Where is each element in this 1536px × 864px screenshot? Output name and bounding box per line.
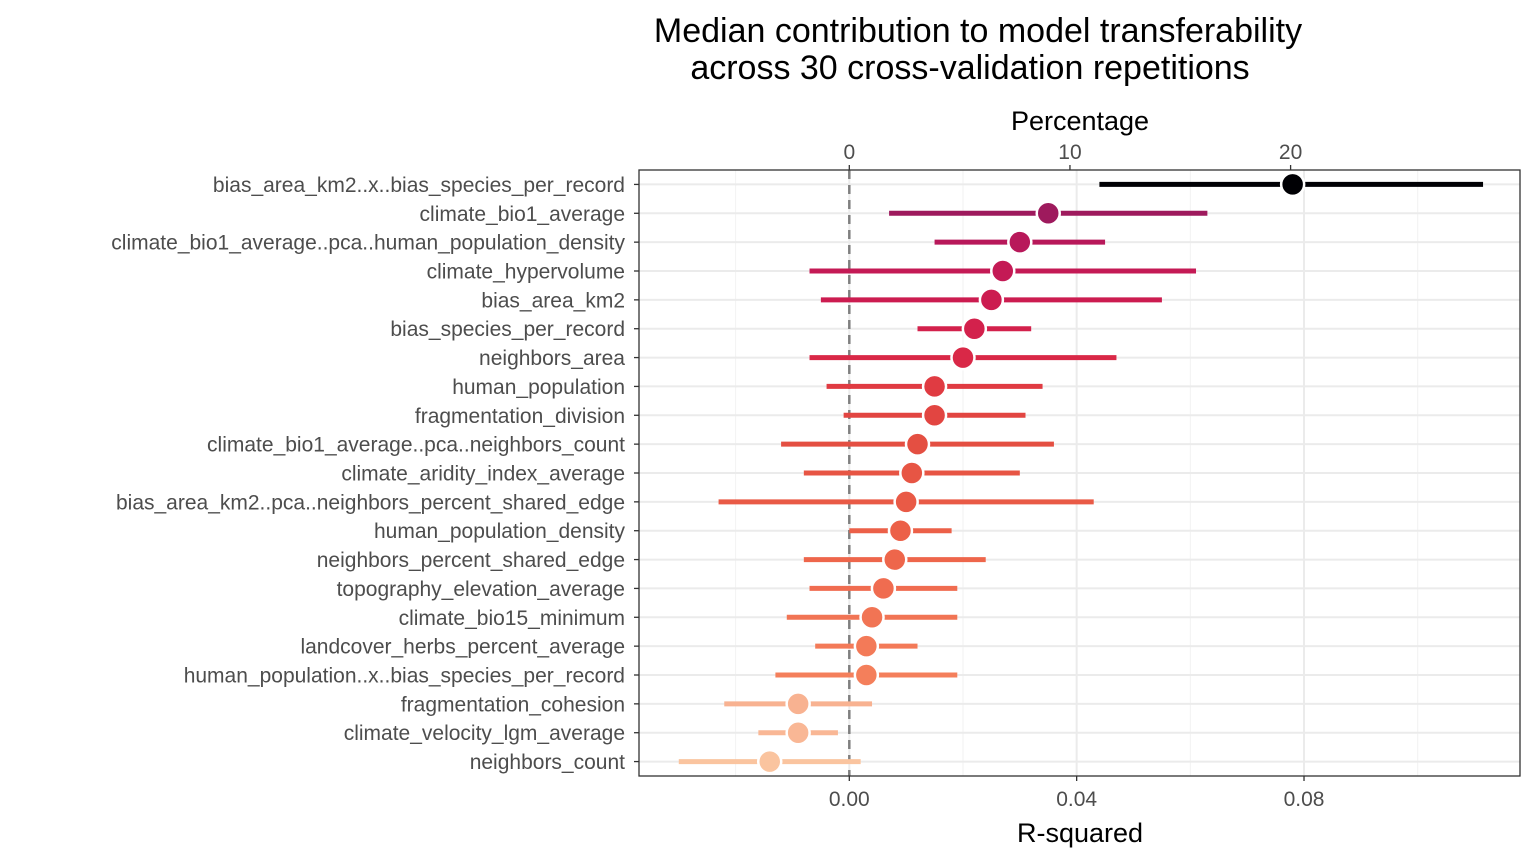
axes: bias_area_km2..x..bias_species_per_recor… [111, 141, 1324, 811]
y-tick-label-6: neighbors_area [479, 347, 625, 370]
median-point-7 [921, 373, 948, 400]
median-point-14 [870, 575, 897, 602]
y-tick-label-16: landcover_herbs_percent_average [300, 636, 625, 659]
median-point-6 [950, 344, 976, 371]
median-point-4 [978, 287, 1005, 313]
data-marks [678, 171, 1484, 775]
y-tick-label-10: climate_aridity_index_average [341, 463, 625, 486]
median-point-15 [859, 604, 885, 631]
x2-tick-label-1: 10 [1058, 141, 1081, 164]
chart-title-line-2: across 30 cross-validation repetitions [690, 49, 1249, 87]
y-tick-label-19: climate_velocity_lgm_average [344, 722, 625, 745]
x2-tick-label-2: 20 [1279, 141, 1302, 164]
median-point-19 [785, 719, 811, 746]
median-point-3 [990, 258, 1016, 284]
median-point-2 [1007, 229, 1033, 255]
median-point-12 [887, 517, 914, 544]
chart-title-line-1: Median contribution to model transferabi… [654, 12, 1302, 50]
median-point-18 [785, 691, 811, 717]
median-point-13 [882, 546, 908, 573]
y-tick-label-1: climate_bio1_average [420, 203, 625, 226]
y-tick-label-12: human_population_density [374, 520, 626, 543]
median-point-20 [756, 748, 783, 775]
y-tick-label-14: topography_elevation_average [337, 578, 625, 601]
y-tick-label-8: fragmentation_division [415, 405, 625, 428]
y-tick-label-17: human_population..x..bias_species_per_re… [184, 665, 625, 688]
median-point-8 [921, 402, 948, 429]
median-point-10 [899, 460, 925, 486]
median-point-0 [1279, 171, 1306, 198]
y-tick-label-18: fragmentation_cohesion [401, 693, 625, 716]
median-point-5 [961, 315, 988, 342]
median-point-1 [1035, 200, 1061, 227]
y-tick-label-2: climate_bio1_average..pca..human_populat… [111, 232, 625, 255]
median-point-16 [853, 633, 880, 659]
y-tick-label-11: bias_area_km2..pca..neighbors_percent_sh… [116, 491, 625, 514]
x-tick-label-0: 0.00 [829, 788, 870, 811]
y-tick-label-3: climate_hypervolume [427, 261, 625, 284]
x-axis-title: R-squared [1017, 818, 1143, 848]
median-point-17 [853, 662, 880, 688]
grid [639, 170, 1520, 776]
y-tick-label-7: human_population [452, 376, 625, 399]
y-tick-label-20: neighbors_count [470, 751, 625, 774]
y-tick-label-0: bias_area_km2..x..bias_species_per_recor… [213, 174, 625, 197]
y-tick-label-15: climate_bio15_minimum [399, 607, 625, 630]
y-tick-label-13: neighbors_percent_shared_edge [317, 549, 625, 572]
x2-tick-label-0: 0 [843, 141, 855, 164]
median-point-11 [893, 489, 919, 515]
x2-axis-title: Percentage [1011, 106, 1149, 136]
x-tick-label-1: 0.04 [1056, 788, 1097, 811]
y-tick-label-4: bias_area_km2 [481, 289, 625, 312]
x-tick-label-2: 0.08 [1284, 788, 1325, 811]
y-tick-label-9: climate_bio1_average..pca..neighbors_cou… [207, 434, 625, 457]
y-tick-label-5: bias_species_per_record [390, 318, 625, 341]
median-point-9 [904, 431, 931, 457]
